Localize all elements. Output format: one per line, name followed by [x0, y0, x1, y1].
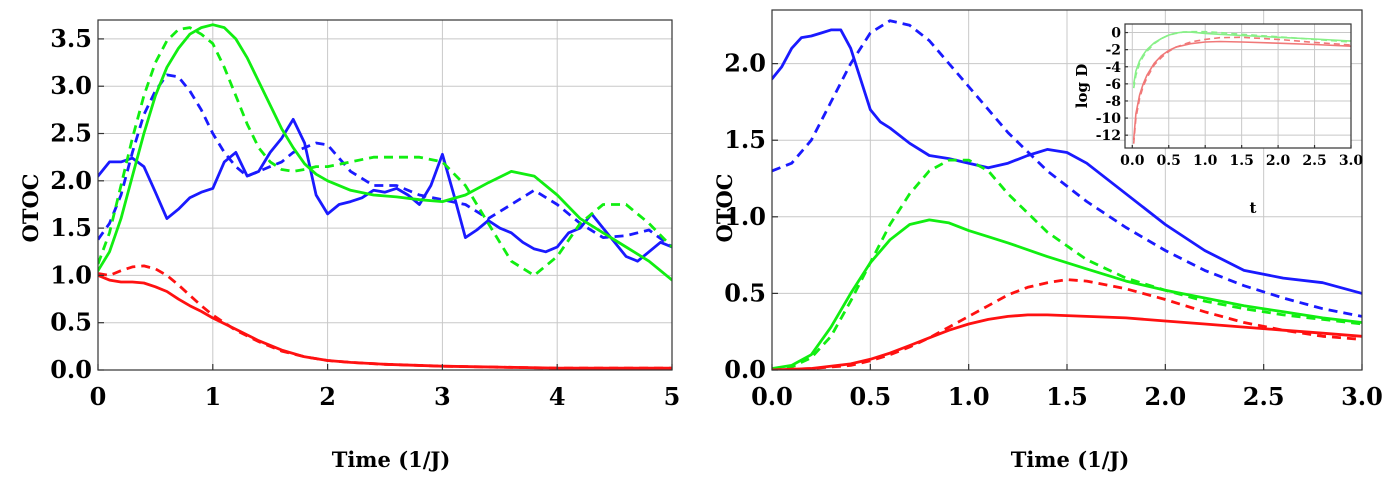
right-x-tick-label: 0.5 — [849, 382, 891, 411]
inset-y-tick-label: 0 — [1111, 26, 1121, 42]
right-x-tick-label: 0.0 — [751, 382, 793, 411]
left-y-tick-label: 3.5 — [50, 24, 92, 53]
left-y-axis-label: OTOC — [18, 174, 43, 243]
right-y-tick-label: 0.0 — [724, 355, 766, 384]
right-series-green-solid — [772, 218, 1362, 370]
right-panel-chart: OTOC Time (1/J) 0.0 0.5 1.0 1.5 2.0 2.5 3.0 0.0… — [712, 9, 1383, 472]
right-x-tick-label: 1.0 — [948, 382, 990, 411]
right-y-tick-label: 2.0 — [724, 49, 766, 78]
left-x-tick-label: 2 — [319, 382, 336, 411]
inset-x-tick-label: 1.5 — [1229, 153, 1253, 169]
left-y-tick-label: 2.5 — [50, 119, 92, 148]
inset-series-inset_green-dashed — [1132, 30, 1351, 89]
inset-x-tick-label: 1.0 — [1193, 153, 1218, 169]
inset-x-axis-label: t — [1250, 199, 1257, 217]
left-y-tick-label: 1.0 — [50, 260, 92, 289]
right-y-tick-label: 0.5 — [724, 278, 766, 307]
right-y-tick-label: 1.5 — [724, 125, 766, 154]
left-x-tick-label: 4 — [549, 382, 566, 411]
inset-x-tick-label: 3.0 — [1339, 153, 1364, 169]
left-x-axis-label: Time (1/J) — [332, 447, 451, 472]
left-y-tick-label: 2.0 — [50, 166, 92, 195]
right-series-blue-solid — [772, 28, 1362, 295]
right-series-red-solid — [772, 313, 1362, 370]
left-x-tick-label: 0 — [90, 382, 107, 411]
left-series-green-dashed — [98, 26, 672, 277]
left-panel-chart: OTOC Time (1/J) 0 1 2 3 4 5 0.0 0.5 1.0 1.5 2.0 2.5… — [18, 19, 681, 472]
left-x-tick-label: 1 — [204, 382, 221, 411]
right-series-green-dashed — [772, 158, 1362, 370]
inset-x-tick-label: 0.5 — [1157, 153, 1181, 169]
right-x-tick-label: 2.0 — [1144, 382, 1186, 411]
inset-series-inset_red-solid — [1132, 40, 1351, 141]
inset-y-tick-label: -4 — [1105, 60, 1121, 76]
left-series-blue-solid — [98, 117, 672, 263]
inset-y-tick-label: -8 — [1105, 94, 1121, 110]
right-x-tick-label: 2.5 — [1243, 382, 1285, 411]
inset-chart: log D t 0.0 0.5 1.0 1.5 2.0 2.5 3.00-2-4-6-8-1… — [1073, 23, 1364, 217]
left-x-tick-label: 5 — [664, 382, 681, 411]
right-series-blue-dashed — [772, 19, 1362, 318]
inset-y-tick-label: -6 — [1105, 77, 1121, 93]
left-y-tick-label: 0.5 — [50, 308, 92, 337]
left-series-green-solid — [98, 23, 672, 282]
left-y-tick-label: 0.0 — [50, 355, 92, 384]
inset-y-tick-label: -2 — [1105, 43, 1121, 59]
left-y-tick-label: 1.5 — [50, 213, 92, 242]
right-series-red-dashed — [772, 278, 1362, 370]
inset-series-inset_red-dashed — [1132, 36, 1351, 144]
inset-x-tick-label: 2.0 — [1266, 153, 1291, 169]
inset-y-tick-label: -12 — [1096, 128, 1121, 144]
inset-x-tick-label: 2.5 — [1302, 153, 1326, 169]
right-y-axis-label: OTOC — [712, 174, 737, 243]
left-y-tick-label: 3.0 — [50, 71, 92, 100]
inset-y-axis-label: log D — [1073, 64, 1091, 108]
right-x-tick-label: 3.0 — [1341, 382, 1383, 411]
left-frame — [97, 19, 673, 371]
left-x-tick-label: 3 — [434, 382, 451, 411]
inset-frame — [1124, 23, 1352, 149]
right-y-tick-label: 1.0 — [724, 202, 766, 231]
inset-y-tick-label: -10 — [1096, 111, 1122, 127]
right-x-axis-label: Time (1/J) — [1011, 447, 1130, 472]
left-series-red-dashed — [98, 264, 672, 370]
right-x-tick-label: 1.5 — [1046, 382, 1088, 411]
inset-x-tick-label: 0.0 — [1120, 153, 1145, 169]
